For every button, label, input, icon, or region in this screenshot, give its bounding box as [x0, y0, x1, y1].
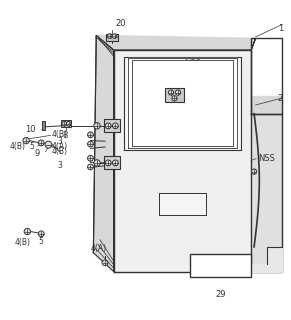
Polygon shape — [114, 50, 251, 271]
Text: 1: 1 — [278, 24, 283, 33]
Polygon shape — [251, 114, 282, 271]
Text: 4(B): 4(B) — [15, 238, 31, 247]
Text: 3: 3 — [57, 137, 62, 146]
Circle shape — [113, 123, 118, 129]
Circle shape — [105, 123, 111, 129]
Text: 10: 10 — [25, 125, 36, 134]
Text: NSS: NSS — [184, 59, 201, 68]
Text: 4(A): 4(A) — [91, 244, 107, 253]
Text: 4(A): 4(A) — [52, 142, 68, 151]
Circle shape — [45, 141, 52, 148]
Text: 3: 3 — [57, 161, 62, 170]
Text: 5: 5 — [38, 236, 43, 245]
Text: 4(B): 4(B) — [52, 130, 68, 139]
Circle shape — [88, 132, 93, 138]
Polygon shape — [251, 96, 282, 114]
Circle shape — [38, 231, 44, 237]
Text: 24: 24 — [157, 100, 167, 108]
Bar — [104, 119, 120, 132]
Circle shape — [175, 90, 180, 95]
Circle shape — [24, 228, 31, 235]
Polygon shape — [93, 36, 114, 271]
Text: 8: 8 — [62, 131, 68, 140]
Bar — [107, 34, 118, 41]
Circle shape — [102, 260, 108, 266]
Circle shape — [88, 141, 93, 147]
Circle shape — [38, 140, 44, 146]
Text: 20: 20 — [116, 19, 126, 28]
Text: B-38-31: B-38-31 — [200, 261, 242, 271]
Circle shape — [66, 122, 71, 126]
Bar — [165, 88, 184, 102]
Circle shape — [112, 34, 117, 38]
FancyBboxPatch shape — [190, 254, 251, 277]
Text: NSS: NSS — [258, 154, 275, 163]
Bar — [104, 156, 120, 169]
Polygon shape — [251, 247, 282, 271]
Polygon shape — [159, 193, 206, 215]
Polygon shape — [132, 60, 233, 146]
Circle shape — [113, 160, 118, 166]
Circle shape — [88, 156, 93, 161]
Text: 2: 2 — [278, 94, 283, 103]
Bar — [61, 120, 71, 127]
Circle shape — [62, 122, 67, 126]
Circle shape — [251, 169, 257, 174]
Bar — [42, 121, 45, 130]
Circle shape — [172, 96, 177, 101]
Polygon shape — [124, 57, 241, 150]
Circle shape — [105, 160, 111, 166]
Polygon shape — [128, 59, 237, 148]
Text: 4(B): 4(B) — [52, 148, 68, 156]
Text: 5: 5 — [29, 142, 34, 151]
Circle shape — [168, 90, 174, 95]
Text: 9: 9 — [35, 149, 40, 158]
Polygon shape — [96, 36, 255, 50]
Text: 4(B): 4(B) — [9, 142, 25, 151]
Text: 29: 29 — [216, 290, 226, 299]
Circle shape — [94, 160, 100, 166]
Circle shape — [23, 137, 29, 144]
Circle shape — [88, 164, 93, 170]
Circle shape — [94, 123, 100, 129]
Circle shape — [108, 34, 112, 38]
